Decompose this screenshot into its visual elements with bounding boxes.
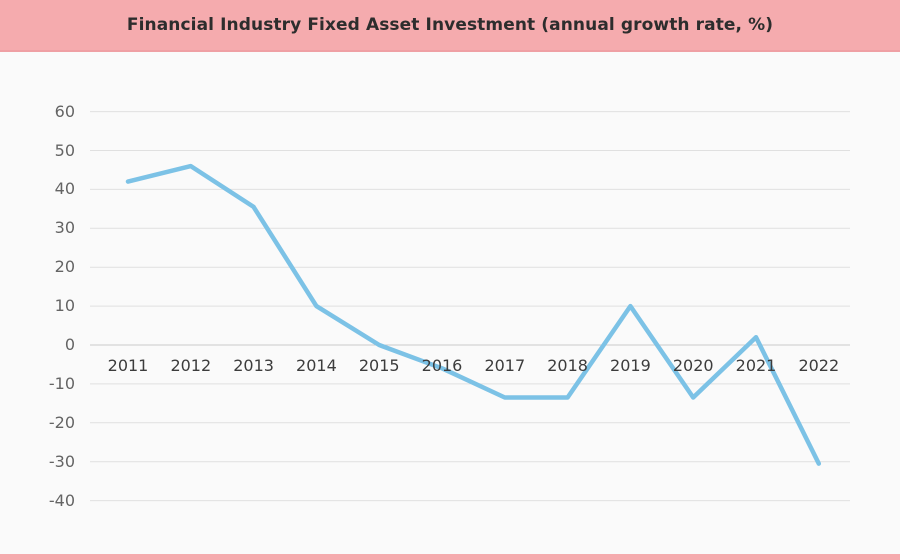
y-tick-label: -20 — [48, 412, 75, 432]
x-tick-label: 2019 — [610, 356, 651, 375]
x-tick-label: 2016 — [421, 356, 463, 375]
y-tick-label: -30 — [48, 451, 75, 471]
x-tick-label: 2012 — [170, 356, 212, 375]
y-tick-label: -40 — [48, 490, 75, 510]
y-tick-label: 30 — [54, 218, 75, 238]
footer-accent-strip — [0, 554, 900, 560]
y-tick-label: 40 — [54, 179, 75, 199]
line-chart: 60 50 40 30 20 10 0 -10 -20 -30 -40 2011 2012 2013 20… — [0, 54, 900, 554]
x-tick-label: 2014 — [296, 356, 337, 375]
x-tick-label: 2020 — [672, 356, 714, 375]
y-tick-label: 10 — [54, 296, 75, 316]
y-tick-label: 20 — [54, 257, 75, 277]
chart-canvas — [90, 111, 850, 502]
x-tick-label: 2021 — [735, 356, 777, 375]
x-tick-label: 2011 — [107, 356, 149, 375]
growth-line — [125, 163, 822, 466]
y-tick-label: 50 — [54, 140, 75, 160]
x-tick-label: 2017 — [484, 356, 526, 375]
y-tick-label: 60 — [54, 101, 75, 121]
y-tick-label: -10 — [48, 373, 75, 393]
title-banner: Financial Industry Fixed Asset Investmen… — [0, 0, 900, 52]
x-tick-label: 2013 — [233, 356, 274, 375]
x-tick-label: 2015 — [358, 356, 400, 375]
x-tick-label: 2022 — [798, 356, 840, 375]
y-tick-label: 0 — [64, 335, 75, 354]
x-tick-label: 2018 — [547, 356, 588, 375]
gridlines — [90, 111, 850, 502]
page-title: Financial Industry Fixed Asset Investmen… — [126, 15, 774, 35]
